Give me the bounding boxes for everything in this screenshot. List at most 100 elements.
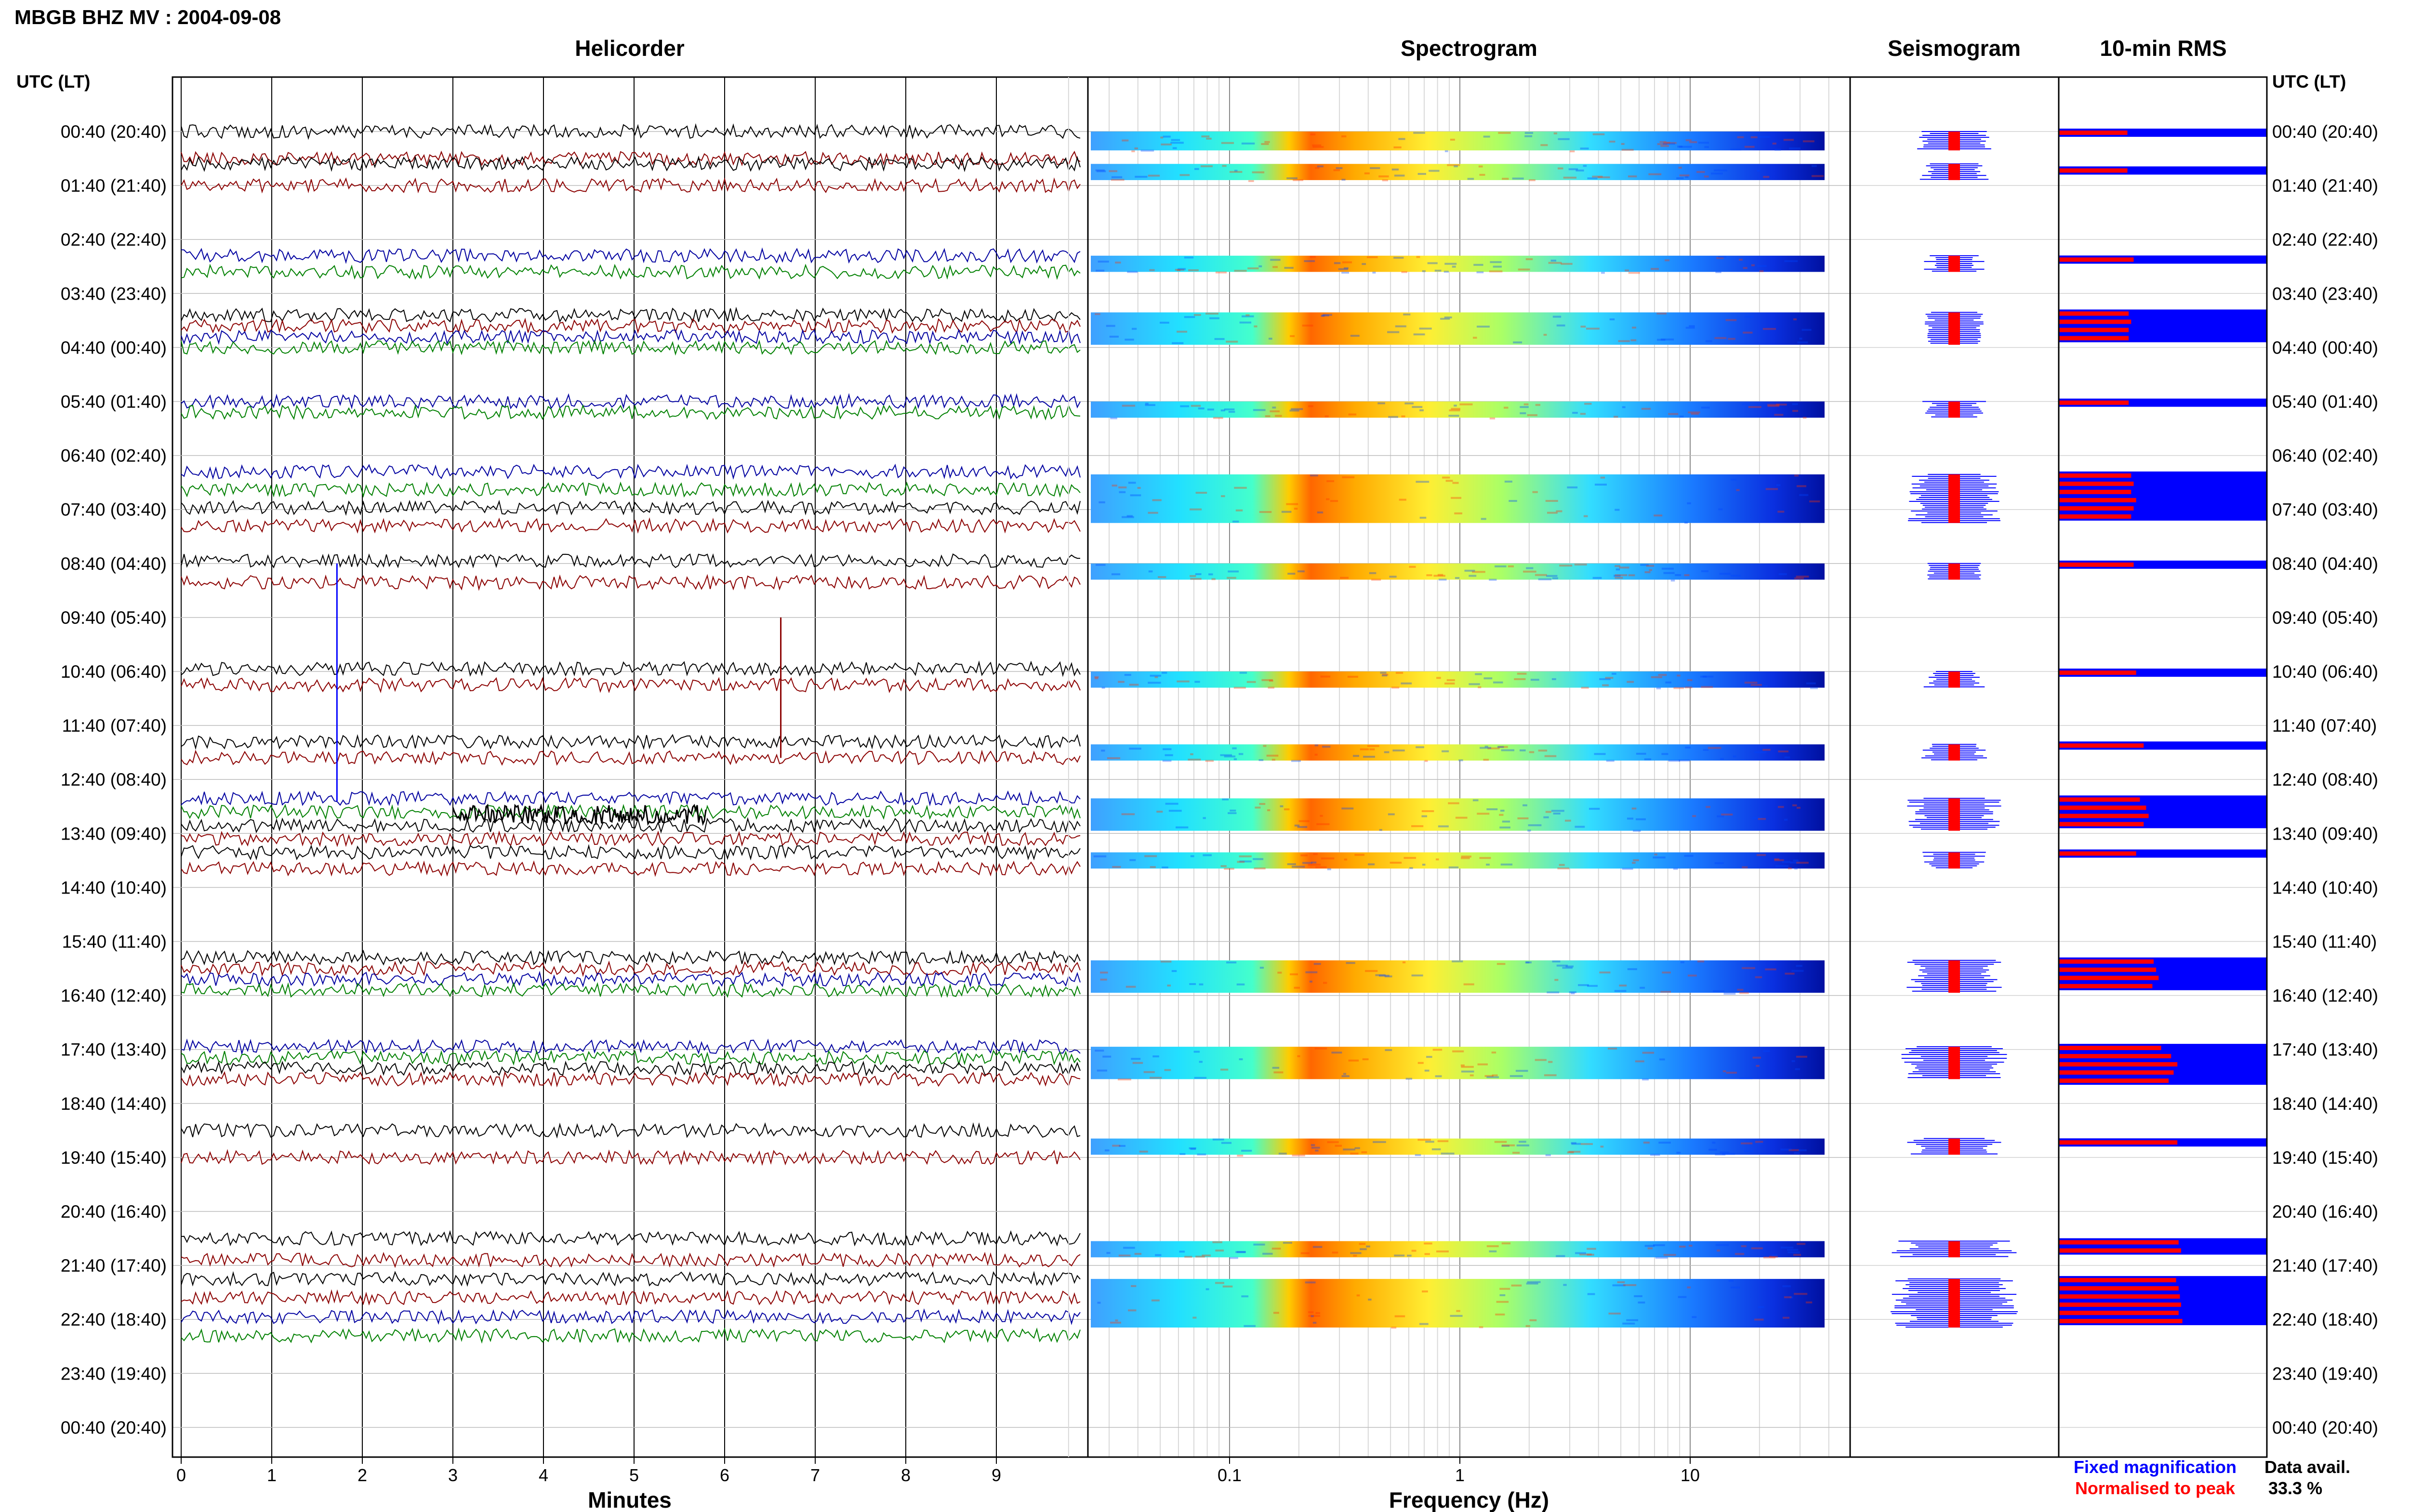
- spectrogram-speckle: [1464, 569, 1475, 572]
- helicorder-trace: [181, 155, 1081, 172]
- spectrogram-speckle: [1636, 818, 1646, 820]
- spectrogram-speckle: [1777, 511, 1785, 513]
- spectrogram-speckle: [1347, 675, 1358, 678]
- spectrogram-speckle: [1741, 1245, 1747, 1248]
- spectrogram-speckle: [1615, 565, 1621, 567]
- spectrogram-speckle: [1707, 747, 1721, 749]
- spectrogram-speckle: [1796, 576, 1809, 578]
- spectrogram-speckle: [1195, 1255, 1205, 1258]
- spectrogram-speckle: [1451, 497, 1462, 499]
- spectrogram-speckle: [1314, 753, 1318, 756]
- spectrogram-speckle: [1730, 148, 1742, 151]
- spectrogram-title: Spectrogram: [1401, 36, 1537, 61]
- seismogram-normalised-trace: [1948, 960, 1960, 993]
- spectrogram-speckle: [1656, 687, 1661, 690]
- seismogram-normalised-trace: [1948, 164, 1960, 180]
- spectrogram-speckle: [1483, 135, 1490, 138]
- spectrogram-speckle: [1499, 826, 1510, 828]
- spectrogram-band: [1091, 1138, 1825, 1155]
- spectrogram-speckle: [1524, 132, 1534, 134]
- spectrogram-speckle: [1238, 753, 1244, 755]
- spectrogram-speckle: [1778, 806, 1784, 808]
- spectrogram-speckle: [1380, 671, 1387, 674]
- spectrogram-speckle: [1111, 573, 1121, 576]
- time-label-left: 05:40 (01:40): [61, 392, 167, 412]
- spectrogram-speckle: [1678, 1296, 1687, 1298]
- spectrogram-speckle: [1268, 686, 1275, 689]
- spectrogram-speckle: [1134, 1253, 1142, 1255]
- spectrogram-speckle: [1561, 263, 1573, 265]
- spectrogram-speckle: [1354, 854, 1365, 856]
- spectrogram-speckle: [1093, 855, 1107, 857]
- time-label-right: 17:40 (13:40): [2272, 1040, 2378, 1060]
- spectrogram-speckle: [1353, 1254, 1357, 1257]
- spectrogram-speckle: [1106, 1252, 1111, 1254]
- spectrogram-speckle: [1545, 1154, 1551, 1157]
- spectrogram-speckle: [1310, 1144, 1315, 1146]
- spectrogram-speckle: [1341, 179, 1346, 181]
- spectrogram-speckle: [1438, 825, 1449, 828]
- spectrogram-speckle: [1177, 330, 1188, 333]
- spectrogram-speckle: [1309, 980, 1312, 983]
- minute-tick-label: 3: [448, 1465, 458, 1485]
- seismogram-normalised-trace: [1948, 1047, 1960, 1079]
- spectrogram-speckle: [1315, 1312, 1321, 1314]
- spectrogram-speckle: [1342, 476, 1355, 478]
- spectrogram-speckle: [1246, 681, 1256, 683]
- spectrogram-speckle: [1486, 808, 1498, 811]
- helicorder-trace: [181, 339, 1081, 356]
- spectrogram-speckle: [1492, 1074, 1498, 1077]
- spectrogram-speckle: [1129, 748, 1141, 750]
- spectrogram-speckle: [1215, 271, 1227, 274]
- spectrogram-speckle: [1350, 1252, 1362, 1254]
- minute-tick-label: 1: [267, 1465, 277, 1485]
- spectrogram-speckle: [1234, 270, 1247, 272]
- rms-normalised-bar: [2059, 671, 2136, 675]
- spectrogram-speckle: [1385, 1049, 1392, 1052]
- spectrogram-speckle: [1517, 817, 1529, 819]
- spectrogram-speckle: [1702, 675, 1707, 678]
- rms-normalised-bar: [2059, 814, 2149, 818]
- spectrogram-speckle: [1422, 270, 1426, 273]
- time-label-right: 19:40 (15:40): [2272, 1148, 2378, 1168]
- spectrogram-speckle: [1433, 575, 1445, 577]
- spectrogram-speckle: [1172, 342, 1184, 344]
- time-label-left: 23:40 (19:40): [61, 1364, 167, 1383]
- spectrogram-speckle: [1446, 679, 1455, 682]
- spectrogram-speckle: [1715, 1153, 1726, 1156]
- spectrogram-speckle: [1215, 1249, 1224, 1252]
- spectrogram-speckle: [1237, 1155, 1244, 1157]
- spectrogram-speckle: [1100, 978, 1107, 981]
- rms-normalised-bar: [2059, 797, 2140, 802]
- spectrogram-speckle: [1726, 1072, 1737, 1074]
- spectrogram-speckle: [1270, 259, 1281, 261]
- spectrogram-speckle: [1544, 755, 1557, 757]
- spectrogram-speckle: [1184, 1256, 1192, 1258]
- spectrogram-speckle: [1552, 960, 1561, 963]
- spectrogram-speckle: [1728, 1279, 1734, 1282]
- spectrogram-speckle: [1679, 1246, 1686, 1248]
- spectrogram-speckle: [1162, 760, 1172, 762]
- spectrogram-speckle: [1776, 484, 1781, 486]
- rms-normalised-bar: [2059, 959, 2154, 964]
- spectrogram-speckle: [1613, 416, 1618, 418]
- spectrogram-speckle: [1106, 325, 1115, 327]
- spectrogram-speckle: [1568, 1151, 1581, 1153]
- spectrogram-speckle: [1615, 574, 1628, 577]
- spectrogram-speckle: [1713, 990, 1725, 992]
- legend-normalised-to-peak: Normalised to peak: [2075, 1478, 2236, 1498]
- time-label-left: 04:40 (00:40): [61, 338, 167, 357]
- helicorder-burst: [452, 803, 707, 826]
- time-label-right: 03:40 (23:40): [2272, 284, 2378, 303]
- spectrogram-speckle: [1600, 476, 1605, 479]
- spectrogram-speckle: [1478, 165, 1483, 168]
- spectrogram-speckle: [1698, 142, 1709, 144]
- spectrogram-speckle: [1687, 679, 1693, 682]
- spectrogram-speckle: [1791, 970, 1804, 972]
- spectrogram-speckle: [1615, 568, 1620, 571]
- spectrogram-speckle: [1654, 514, 1663, 517]
- spectrogram-speckle: [1759, 270, 1764, 272]
- spectrogram-speckle: [1266, 754, 1279, 757]
- spectrogram-speckle: [1343, 1073, 1347, 1075]
- spectrogram-speckle: [1203, 817, 1206, 819]
